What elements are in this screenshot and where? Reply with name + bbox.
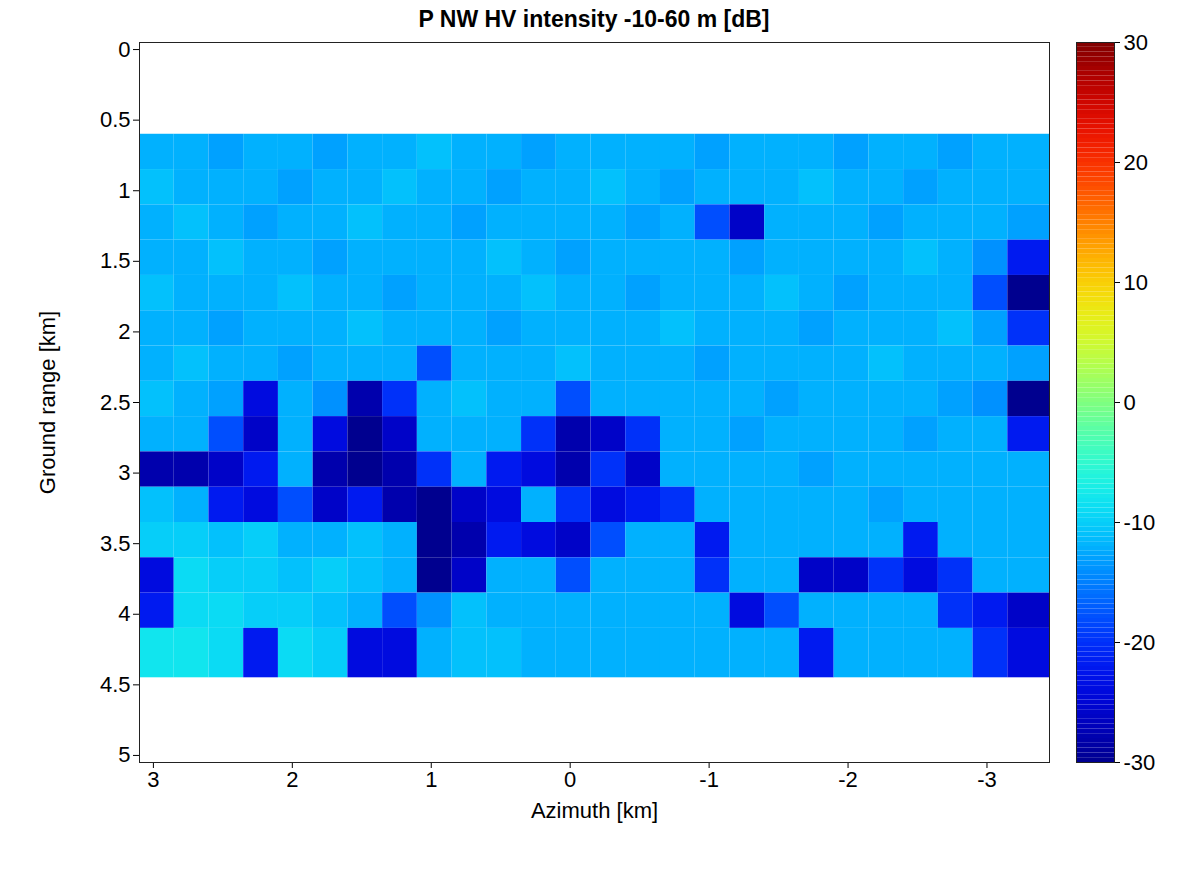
svg-text:-1: -1	[699, 767, 719, 792]
svg-text:0: 0	[1124, 390, 1136, 415]
svg-text:-30: -30	[1124, 750, 1156, 775]
svg-text:Azimuth [km]: Azimuth [km]	[531, 798, 658, 823]
svg-text:-3: -3	[977, 767, 997, 792]
svg-text:0: 0	[564, 767, 576, 792]
html-text:P NW HV intensity -10-60 m [dB: P NW HV intensity -10-60 m [dB]	[418, 6, 770, 32]
svg-text:3: 3	[147, 767, 159, 792]
svg-text:0.5: 0.5	[100, 107, 131, 132]
svg-text:0: 0	[118, 37, 130, 62]
svg-text:20: 20	[1124, 150, 1148, 175]
svg-text:2.5: 2.5	[100, 390, 131, 415]
svg-text:Ground range [km]: Ground range [km]	[35, 311, 60, 494]
svg-text:1.5: 1.5	[100, 248, 131, 273]
svg-text:1: 1	[118, 178, 130, 203]
svg-text:-10: -10	[1124, 510, 1156, 535]
svg-text:2: 2	[286, 767, 298, 792]
svg-text:3: 3	[118, 460, 130, 485]
svg-text:4.5: 4.5	[100, 672, 131, 697]
svg-text:2: 2	[118, 319, 130, 344]
svg-text:10: 10	[1124, 270, 1148, 295]
svg-text:3.5: 3.5	[100, 531, 131, 556]
svg-text:5: 5	[118, 742, 130, 767]
svg-text:1: 1	[425, 767, 437, 792]
svg-text:-20: -20	[1124, 630, 1156, 655]
svg-text:30: 30	[1124, 30, 1148, 55]
svg-text:4: 4	[118, 601, 130, 626]
svg-text:-2: -2	[838, 767, 858, 792]
